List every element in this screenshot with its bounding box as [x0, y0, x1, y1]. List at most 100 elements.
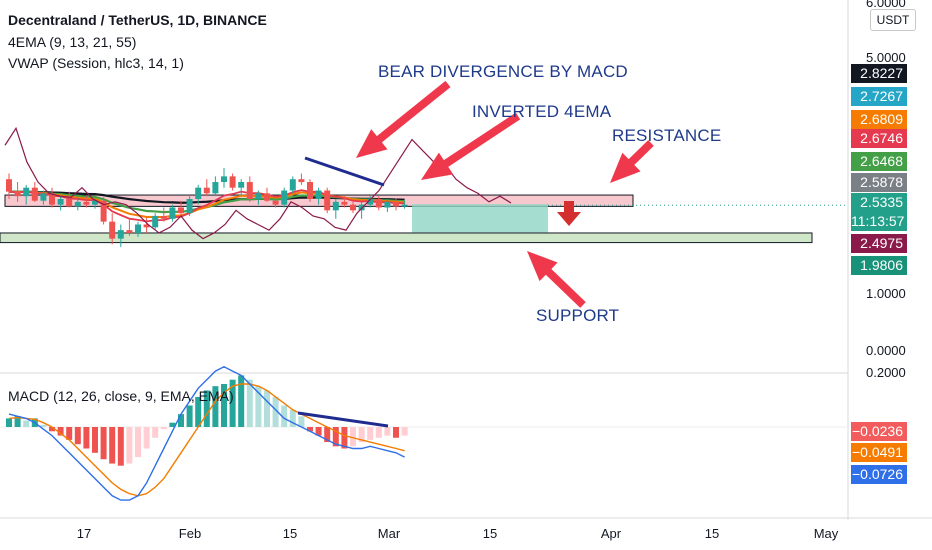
- macd-histogram-bar: [393, 427, 399, 438]
- macd-histogram-bar: [246, 379, 253, 427]
- price-tag: 11:13:57: [851, 212, 907, 231]
- macd-histogram-bar: [324, 427, 331, 443]
- price-divergence-line: [304, 156, 385, 187]
- macd-histogram-bar: [169, 422, 176, 427]
- time-axis-tick: Apr: [600, 526, 622, 541]
- candle: [135, 224, 141, 233]
- time-axis-tick: 15: [704, 526, 720, 541]
- macd-histogram-bar: [6, 418, 12, 427]
- candle: [307, 182, 313, 200]
- candle: [23, 187, 30, 197]
- time-axis-tick: 15: [282, 526, 298, 541]
- candle: [100, 200, 107, 222]
- macd-histogram-bar: [272, 396, 279, 427]
- candle: [109, 221, 116, 239]
- macd-histogram-bar: [315, 427, 322, 436]
- projection-box: [412, 204, 548, 233]
- inverted-ema-arrow: [421, 112, 521, 180]
- candle: [74, 201, 81, 207]
- divergence-arrow: [356, 80, 451, 158]
- ema9-line: [8, 189, 405, 223]
- macd-histogram-bar: [307, 427, 313, 432]
- macd-tag: −0.0491: [851, 443, 907, 462]
- candle: [152, 215, 159, 228]
- macd-histogram-bar: [367, 427, 374, 440]
- candle: [289, 179, 296, 191]
- price-tag: 2.6746: [851, 129, 907, 148]
- candle: [31, 187, 38, 201]
- price-tag: 2.5878: [851, 173, 907, 192]
- down-arrow-icon: [557, 201, 581, 226]
- support-annotation: SUPPORT: [536, 306, 620, 325]
- macd-histogram-bar: [49, 427, 55, 432]
- candle: [298, 179, 305, 183]
- price-axis-tick: 0.0000: [866, 343, 906, 358]
- candle: [195, 187, 202, 200]
- macd-histogram-bar: [152, 427, 159, 438]
- candle: [83, 201, 90, 205]
- macd-histogram-bar: [178, 414, 184, 427]
- candle: [117, 230, 124, 239]
- candle: [92, 200, 98, 205]
- candle: [178, 207, 184, 214]
- macd-histogram-bar: [14, 416, 21, 427]
- candle: [246, 182, 253, 200]
- price-tag: 2.8227: [851, 64, 907, 83]
- price-tag: 2.5335: [851, 193, 907, 212]
- vwap-indicator-label[interactable]: VWAP (Session, hlc3, 14, 1): [8, 55, 184, 71]
- macd-histogram-bar: [74, 427, 81, 445]
- time-axis-tick: Mar: [377, 526, 401, 541]
- candle: [49, 193, 55, 205]
- candle: [272, 200, 279, 205]
- price-tag: 2.4975: [851, 234, 907, 253]
- vwap-line: [4, 126, 512, 240]
- macd-histogram-bar: [341, 427, 348, 449]
- currency-selector[interactable]: USDT: [870, 9, 916, 31]
- candle: [66, 199, 73, 207]
- macd-histogram-bar: [238, 375, 245, 427]
- macd-histogram-bar: [255, 386, 262, 427]
- macd-signal-line: [8, 383, 405, 497]
- candle: [384, 201, 391, 208]
- macd-histogram-bar: [143, 427, 150, 449]
- macd-histogram-bar: [23, 420, 30, 427]
- macd-histogram-bar: [117, 427, 124, 466]
- candle: [40, 193, 47, 201]
- candle: [57, 199, 64, 205]
- macd-tag: −0.0726: [851, 465, 907, 484]
- candle: [315, 190, 322, 200]
- candle: [221, 176, 227, 183]
- candle: [401, 204, 408, 207]
- candle: [212, 182, 219, 194]
- candle: [393, 201, 399, 207]
- candle: [255, 193, 262, 200]
- candle: [169, 207, 176, 219]
- candle: [332, 201, 339, 211]
- price-axis-tick: 1.0000: [866, 286, 906, 301]
- time-axis-tick: May: [813, 526, 839, 541]
- macd-histogram-bar: [298, 416, 305, 427]
- candle: [358, 204, 365, 211]
- macd-histogram-bar: [401, 427, 408, 436]
- candle: [350, 204, 356, 211]
- macd-histogram-bar: [229, 379, 236, 427]
- macd-divergence-line: [297, 411, 389, 428]
- candle: [341, 201, 348, 205]
- macd-histogram-bar: [66, 427, 73, 440]
- price-tag: 2.7267: [851, 87, 907, 106]
- macd-indicator-label[interactable]: MACD (12, 26, close, 9, EMA, EMA): [8, 388, 234, 404]
- macd-histogram-bar: [126, 427, 133, 464]
- macd-histogram-bar: [57, 427, 64, 436]
- macd-histogram-bar: [350, 427, 356, 447]
- candle: [238, 182, 245, 188]
- candle: [186, 199, 193, 214]
- price-axis-tick: 6.0000: [866, 0, 906, 10]
- candle: [6, 179, 12, 192]
- macd-tag: −0.0236: [851, 422, 907, 441]
- ema-indicator-label[interactable]: 4EMA (9, 13, 21, 55): [8, 34, 137, 50]
- macd-axis-tick: 0.2000: [866, 365, 906, 380]
- support-zone: [0, 232, 813, 244]
- macd-histogram-bar: [212, 386, 219, 427]
- macd-histogram-bar: [186, 405, 193, 427]
